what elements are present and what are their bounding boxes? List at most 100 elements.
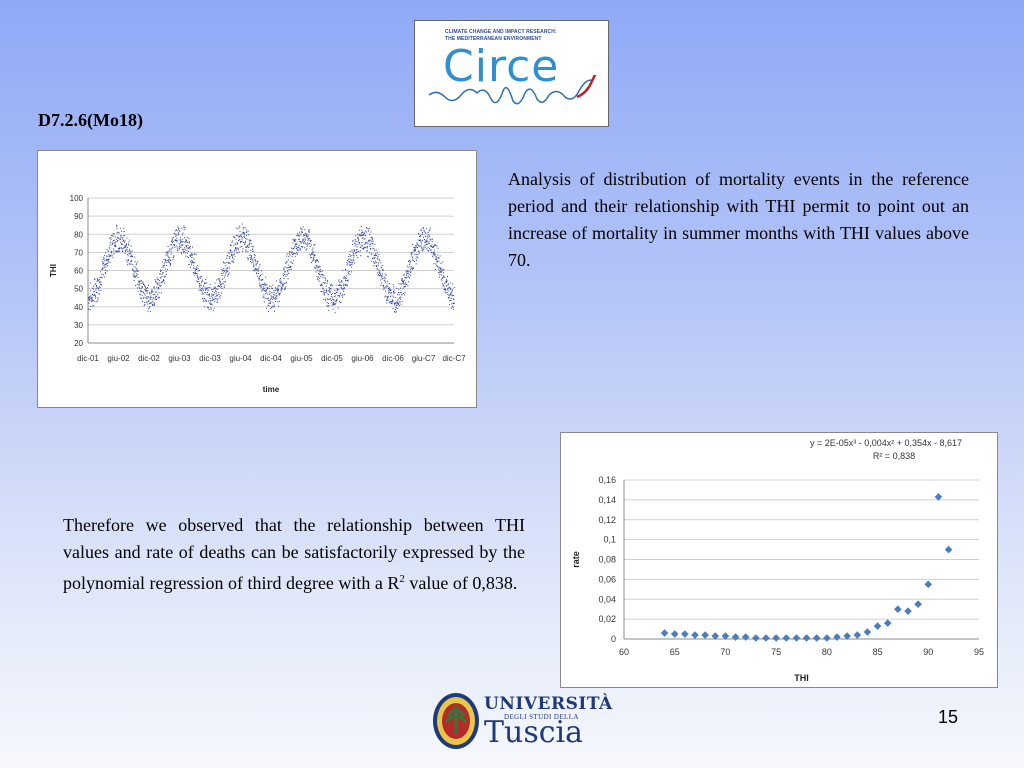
thi-point <box>160 284 162 286</box>
thi-point <box>132 269 134 271</box>
thi-point <box>117 237 119 239</box>
thi-point <box>388 287 390 289</box>
thi-point <box>307 242 309 244</box>
thi-point <box>406 276 408 278</box>
thi-point <box>450 297 452 299</box>
thi-scatter-points <box>88 223 455 314</box>
thi-point <box>428 243 430 245</box>
thi-point <box>431 246 433 248</box>
thi-point <box>361 229 363 231</box>
thi-point <box>412 267 414 269</box>
thi-point <box>209 302 211 304</box>
thi-point <box>425 242 427 244</box>
thi-point <box>299 241 301 243</box>
thi-point <box>406 265 408 267</box>
x-tick-label: 80 <box>822 647 832 657</box>
thi-point <box>393 302 395 304</box>
rate-point <box>721 632 730 640</box>
thi-point <box>380 267 382 269</box>
thi-point <box>310 257 312 259</box>
thi-point <box>182 238 184 240</box>
thi-point <box>166 253 168 255</box>
thi-point <box>266 307 268 309</box>
thi-point <box>338 280 340 282</box>
thi-point <box>333 296 335 298</box>
thi-point <box>333 301 335 303</box>
thi-point <box>408 277 410 279</box>
thi-point <box>324 298 326 300</box>
thi-point <box>189 246 191 248</box>
thi-point <box>224 274 226 276</box>
rate-point <box>833 633 841 641</box>
thi-point <box>284 288 286 290</box>
thi-point <box>198 278 200 280</box>
thi-point <box>419 236 421 238</box>
thi-point <box>223 261 225 263</box>
thi-point <box>429 238 431 240</box>
thi-point <box>117 248 119 250</box>
thi-point <box>423 248 425 250</box>
thi-point <box>337 288 339 290</box>
thi-point <box>351 240 353 242</box>
thi-point <box>360 232 362 234</box>
thi-point <box>346 284 348 286</box>
thi-point <box>287 271 289 273</box>
thi-point <box>226 270 228 272</box>
thi-point <box>275 287 277 289</box>
thi-point <box>92 305 94 307</box>
thi-point <box>299 235 301 237</box>
thi-point <box>148 296 150 298</box>
thi-point <box>398 294 400 296</box>
thi-point <box>100 283 102 285</box>
thi-point <box>243 233 245 235</box>
thi-point <box>431 238 433 240</box>
thi-point <box>401 294 403 296</box>
thi-point <box>279 294 281 296</box>
thi-point <box>369 245 371 247</box>
thi-point <box>170 251 172 253</box>
thi-point <box>92 287 94 289</box>
x-tick-label: dic-C7 <box>442 354 466 363</box>
thi-point <box>166 260 168 262</box>
thi-point <box>172 240 174 242</box>
x-tick-label: 60 <box>619 647 629 657</box>
thi-point <box>186 239 188 241</box>
thi-point <box>414 253 416 255</box>
x-tick-label: giu-05 <box>290 354 313 363</box>
thi-point <box>154 293 156 295</box>
thi-point <box>258 279 260 281</box>
y-tick-label: 30 <box>74 321 83 330</box>
thi-point <box>125 246 127 248</box>
thi-point <box>138 286 140 288</box>
thi-point <box>180 241 182 243</box>
thi-point <box>284 287 286 289</box>
thi-point <box>380 284 382 286</box>
thi-point <box>93 285 95 287</box>
thi-point <box>199 287 201 289</box>
thi-point <box>450 287 452 289</box>
thi-point <box>272 287 274 289</box>
thi-point <box>235 238 237 240</box>
thi-point <box>330 293 332 295</box>
thi-point <box>156 279 158 281</box>
thi-point <box>336 291 338 293</box>
thi-point <box>123 235 125 237</box>
thi-point <box>321 284 323 286</box>
thi-point <box>144 302 146 304</box>
thi-point <box>279 282 281 284</box>
thi-point <box>190 254 192 256</box>
thi-point <box>184 227 186 229</box>
thi-point <box>365 235 367 237</box>
thi-point <box>441 277 443 279</box>
thi-point <box>360 225 362 227</box>
thi-point <box>334 295 336 297</box>
thi-point <box>220 295 222 297</box>
rate-vs-thi-chart: 0 0,02 0,04 0,06 0,08 0,1 0,12 0,14 0,16 60 65 70 75… <box>560 432 998 688</box>
thi-point <box>311 253 313 255</box>
thi-point <box>101 277 103 279</box>
thi-point <box>105 273 107 275</box>
thi-point <box>421 232 423 234</box>
thi-point <box>380 262 382 264</box>
thi-point <box>153 286 155 288</box>
thi-point <box>252 246 254 248</box>
